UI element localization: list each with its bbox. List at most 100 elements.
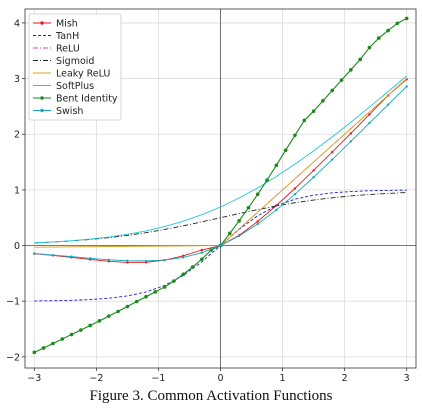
x-tick-label: −1 [151, 373, 165, 384]
legend-label-relu: ReLU [56, 43, 80, 54]
data-point [386, 28, 390, 33]
data-point [246, 205, 251, 210]
data-point [395, 21, 400, 26]
data-point [274, 163, 279, 168]
data-point [88, 323, 92, 328]
data-point [312, 176, 315, 179]
legend-marker [40, 96, 44, 100]
data-point [321, 99, 325, 103]
legend-label-sigmoid: Sigmoid [56, 56, 94, 67]
data-point [190, 265, 195, 269]
data-point [275, 208, 278, 212]
data-point [368, 113, 371, 116]
y-tick-label: 3 [14, 74, 20, 85]
legend-label-bent-identity: Bent Identity [56, 93, 118, 104]
data-point [70, 255, 73, 258]
data-point [134, 299, 139, 304]
data-point [283, 148, 288, 153]
data-point [256, 220, 259, 223]
legend-label-softplus: SoftPlus [56, 81, 94, 92]
data-point [126, 259, 129, 262]
legend-label-mish: Mish [56, 18, 78, 29]
data-point [237, 219, 241, 223]
data-point [331, 158, 334, 161]
data-point [125, 304, 130, 309]
data-point [200, 248, 204, 252]
data-point [200, 251, 204, 254]
data-point [144, 259, 148, 263]
legend-label-swish: Swish [56, 106, 83, 117]
data-point [339, 78, 344, 82]
data-point [368, 121, 371, 125]
x-tick-label: 2 [342, 373, 348, 384]
legend-marker [40, 108, 44, 113]
x-tick-label: −2 [89, 373, 103, 384]
data-point [293, 192, 297, 196]
data-point [386, 103, 390, 106]
series-sigmoid [34, 192, 407, 244]
data-point [405, 85, 408, 88]
data-point [51, 341, 55, 346]
data-point [51, 253, 55, 257]
data-point [60, 337, 65, 341]
y-tick-label: 4 [14, 18, 20, 29]
legend-box [28, 13, 122, 121]
data-point [200, 257, 204, 261]
data-point [228, 231, 232, 236]
x-tick-label: 1 [280, 373, 286, 384]
x-tick-label: 3 [404, 373, 410, 384]
x-tick-label: 0 [217, 373, 223, 384]
y-tick-label: 0 [14, 241, 20, 252]
data-point [163, 258, 166, 262]
series-swish [33, 85, 408, 263]
data-point [265, 178, 269, 182]
data-point [116, 309, 120, 314]
data-point [41, 346, 46, 350]
data-point [106, 314, 111, 318]
data-point [69, 332, 74, 337]
data-point [172, 279, 176, 283]
data-point [153, 290, 158, 294]
series-line-softplus [34, 75, 407, 244]
data-point [97, 319, 102, 323]
data-point [376, 36, 381, 40]
data-point [367, 45, 372, 50]
data-point [293, 133, 297, 138]
data-point [79, 328, 83, 332]
legend-label-tanh: TanH [55, 31, 79, 42]
data-point [219, 244, 222, 247]
data-point [33, 252, 36, 255]
y-tick-label: 1 [14, 185, 20, 196]
data-point [349, 68, 353, 72]
data-point [302, 118, 307, 123]
data-point [312, 169, 315, 172]
x-tick-label: −3 [27, 373, 41, 384]
y-tick-label: −1 [6, 297, 20, 308]
tick-labels: −3 −2 −1 0 1 2 3 −2 −1 0 1 2 3 4 [6, 18, 410, 384]
data-point [181, 272, 186, 277]
data-point [255, 192, 260, 197]
data-point [349, 140, 353, 143]
data-point [293, 187, 297, 190]
data-point [349, 132, 353, 135]
series-line-sigmoid [34, 192, 407, 244]
data-point [182, 256, 185, 259]
data-point [126, 261, 129, 264]
data-point [404, 16, 409, 21]
series-softplus [34, 75, 407, 244]
data-point [162, 285, 167, 289]
data-point [32, 350, 37, 355]
legend-label-leaky-relu: Leaky ReLU [56, 68, 110, 79]
legend-marker [40, 21, 44, 25]
y-tick-label: −2 [6, 352, 20, 363]
data-point [237, 234, 241, 238]
data-point [358, 57, 362, 62]
data-point [88, 257, 92, 260]
y-tick-label: 2 [14, 130, 20, 141]
series-lines [32, 16, 409, 355]
data-point [144, 294, 148, 299]
data-point [107, 258, 110, 261]
data-point [331, 150, 334, 154]
data-point [256, 222, 259, 226]
